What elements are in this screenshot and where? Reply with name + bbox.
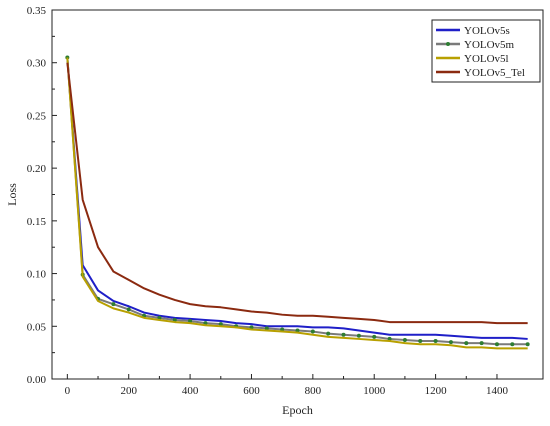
legend-label-yolov5s: YOLOv5s: [464, 25, 510, 37]
x-tick-label: 1000: [363, 385, 386, 397]
series-point-yolov5m: [280, 327, 285, 332]
x-axis-title: Epoch: [282, 403, 313, 417]
series-point-yolov5m: [341, 332, 346, 337]
series-point-yolov5m: [494, 342, 499, 347]
series-point-yolov5m: [479, 341, 484, 346]
series-point-yolov5m: [387, 336, 392, 341]
series-point-yolov5m: [525, 342, 530, 347]
legend-marker-yolov5m: [446, 42, 450, 46]
x-tick-label: 1400: [486, 385, 509, 397]
series-point-yolov5m: [418, 339, 423, 344]
series-line-yolov5s: [66, 57, 528, 340]
x-axis-ticks: 0 200 400 600 800 1000 1200 1400: [65, 374, 509, 397]
series-point-yolov5m: [188, 319, 193, 324]
x-tick-label: 800: [305, 385, 322, 397]
series-line-yolov5l: [66, 57, 528, 350]
y-tick-label: 0.30: [27, 58, 47, 70]
series-point-yolov5m: [295, 328, 300, 333]
series-point-yolov5m: [218, 322, 223, 327]
series-point-yolov5m: [111, 302, 116, 307]
y-axis-ticks: 0.00 0.05 0.10 0.15 0.20 0.25 0.30 0.35: [27, 5, 57, 386]
series-point-yolov5m: [433, 339, 438, 344]
x-tick-label: 0: [65, 385, 71, 397]
x-tick-label: 1200: [425, 385, 448, 397]
legend: YOLOv5s YOLOv5m YOLOv5l YOLOv5_Tel: [431, 19, 541, 83]
y-tick-label: 0.10: [27, 269, 47, 281]
x-tick-label: 400: [182, 385, 199, 397]
y-tick-label: 0.20: [27, 163, 47, 175]
series-point-yolov5m: [310, 329, 315, 334]
series-point-yolov5m: [126, 307, 131, 312]
series-line-yolov5-tel: [66, 62, 528, 325]
legend-label-yolov5m: YOLOv5m: [464, 39, 515, 51]
x-tick-label: 200: [120, 385, 137, 397]
series-point-yolov5m: [510, 342, 515, 347]
y-tick-label: 0.05: [27, 321, 47, 333]
series-point-yolov5m: [402, 337, 407, 342]
series-point-yolov5m: [372, 334, 377, 339]
x-tick-label: 600: [243, 385, 260, 397]
y-tick-label: 0.00: [27, 374, 47, 386]
y-tick-label: 0.25: [27, 110, 47, 122]
y-axis-title: Loss: [5, 183, 19, 206]
series-point-yolov5m: [448, 340, 453, 345]
series-point-yolov5m: [264, 326, 269, 331]
series-layer: [65, 55, 530, 350]
series-point-yolov5m: [326, 331, 331, 336]
legend-label-yolov5-tel: YOLOv5_Tel: [464, 67, 525, 79]
series-point-yolov5m: [464, 341, 469, 346]
legend-label-yolov5l: YOLOv5l: [464, 53, 509, 65]
y-tick-label: 0.35: [27, 5, 47, 17]
series-point-yolov5m: [356, 333, 361, 338]
series-line-yolov5m: [66, 57, 528, 346]
y-tick-label: 0.15: [27, 216, 47, 228]
